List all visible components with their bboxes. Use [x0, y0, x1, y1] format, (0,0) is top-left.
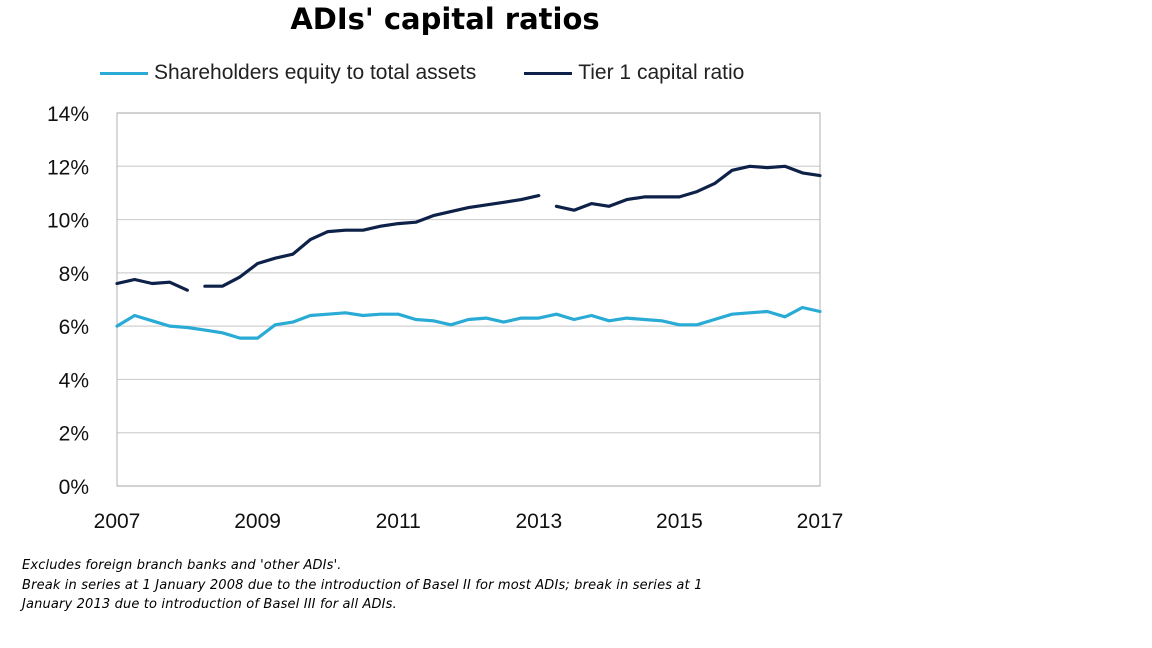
- y-tick-label-1: 2%: [59, 423, 89, 446]
- x-tick-label-2: 2011: [376, 510, 421, 533]
- y-tick-label-6: 12%: [47, 156, 89, 179]
- plot-area-border: [116, 112, 821, 487]
- x-tick-label-1: 2009: [234, 510, 281, 533]
- series-line-tier1-segment-0: [115, 277, 189, 292]
- y-tick-label-7: 14%: [47, 103, 89, 126]
- y-tick-label-0: 0%: [59, 476, 89, 499]
- x-tick-label-3: 2013: [515, 510, 562, 533]
- series-line-tier1-segment-1: [203, 194, 541, 288]
- footnote-line-2: Break in series at 1 January 2008 due to…: [22, 577, 703, 593]
- legend-label-tier1: Tier 1 capital ratio: [578, 61, 745, 84]
- y-tick-label-2: 4%: [59, 369, 89, 392]
- footnote-line-1: Excludes foreign branch banks and 'other…: [22, 558, 342, 573]
- x-tick-label-5: 2017: [797, 510, 844, 533]
- y-tick-label-4: 8%: [59, 263, 89, 286]
- legend-label-equity: Shareholders equity to total assets: [154, 61, 477, 84]
- legend: Shareholders equity to total assets Tier…: [100, 59, 792, 87]
- legend-swatch-tier1: [524, 71, 573, 75]
- footnote-line-3: January 2013 due to introduction of Base…: [22, 597, 397, 612]
- x-tick-label-4: 2015: [656, 510, 703, 533]
- series-line-tier1-segment-2: [554, 164, 822, 212]
- footnotes: Excludes foreign branch banks and 'other…: [22, 556, 842, 615]
- series-line-equity-segment-0: [115, 305, 822, 340]
- y-tick-label-3: 6%: [59, 316, 89, 339]
- legend-swatch-equity: [100, 71, 148, 75]
- legend-item-equity: Shareholders equity to total assets: [100, 61, 476, 85]
- x-tick-label-0: 2007: [94, 510, 141, 533]
- chart-title: ADIs' capital ratios: [290, 2, 600, 36]
- legend-item-tier1: Tier 1 capital ratio: [524, 61, 744, 85]
- y-tick-label-5: 10%: [47, 210, 89, 233]
